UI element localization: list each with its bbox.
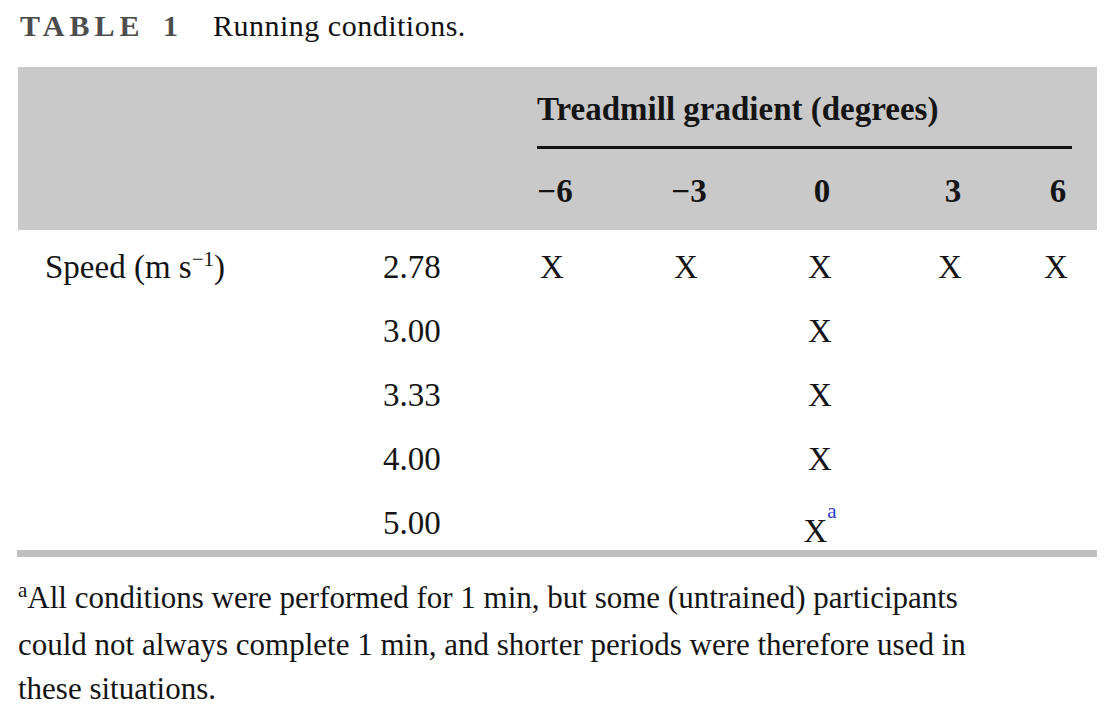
row-header-speed-text: Speed (m s — [45, 249, 192, 285]
footnote-line: these situations. — [18, 667, 1103, 711]
column-header-6: 6 — [1050, 175, 1067, 208]
footnote-line: could not always complete 1 min, and sho… — [18, 623, 1103, 667]
table-header-band: Treadmill gradient (degrees) −6 −3 0 3 6 — [18, 67, 1097, 230]
table-row: Speed (m s−1) 2.78 X X X X X — [18, 242, 1097, 292]
mark-cell: Xa — [803, 498, 836, 556]
footnote: aAll conditions were performed for 1 min… — [18, 576, 1103, 711]
mark-cell: X — [674, 242, 698, 292]
column-header-minus6: −6 — [537, 175, 572, 208]
table-title: Running conditions. — [213, 9, 466, 42]
speed-value: 3.33 — [383, 370, 441, 420]
table-label: TABLE 1 — [20, 9, 183, 42]
footnote-line: aAll conditions were performed for 1 min… — [18, 576, 1103, 623]
mark-cell: X — [808, 370, 832, 420]
paper-table-figure: TABLE 1 Running conditions. Treadmill gra… — [0, 0, 1110, 728]
table-row: 3.33 X — [18, 370, 1097, 420]
group-header-treadmill-gradient: Treadmill gradient (degrees) — [537, 91, 1072, 127]
column-header-minus3: −3 — [671, 175, 706, 208]
speed-value: 3.00 — [383, 306, 441, 356]
mark-cell: X — [808, 434, 832, 484]
table-row: 3.00 X — [18, 306, 1097, 356]
mark-cell: X — [808, 242, 832, 292]
speed-value: 4.00 — [383, 434, 441, 484]
column-header-3: 3 — [945, 175, 962, 208]
table-row: 5.00 Xa — [18, 498, 1097, 548]
row-header-speed: Speed (m s−1) — [45, 242, 225, 296]
footnote-marker-link[interactable]: a — [827, 499, 836, 523]
column-header-0: 0 — [814, 175, 831, 208]
speed-value: 5.00 — [383, 498, 441, 548]
row-header-speed-exponent: −1 — [192, 247, 214, 271]
mark-cell: X — [1044, 242, 1068, 292]
table-row: 4.00 X — [18, 434, 1097, 484]
mark-cell: X — [938, 242, 962, 292]
row-header-speed-close: ) — [214, 249, 225, 285]
mark-cell: X — [540, 242, 564, 292]
footnote-text: All conditions were performed for 1 min,… — [27, 580, 958, 615]
footnote-marker: a — [18, 578, 27, 602]
mark-x: X — [803, 513, 827, 549]
group-header-rule — [537, 146, 1072, 149]
mark-cell: X — [808, 306, 832, 356]
speed-value: 2.78 — [383, 242, 441, 292]
table-bottom-rule — [17, 550, 1097, 557]
table-caption: TABLE 1 Running conditions. — [20, 6, 466, 46]
